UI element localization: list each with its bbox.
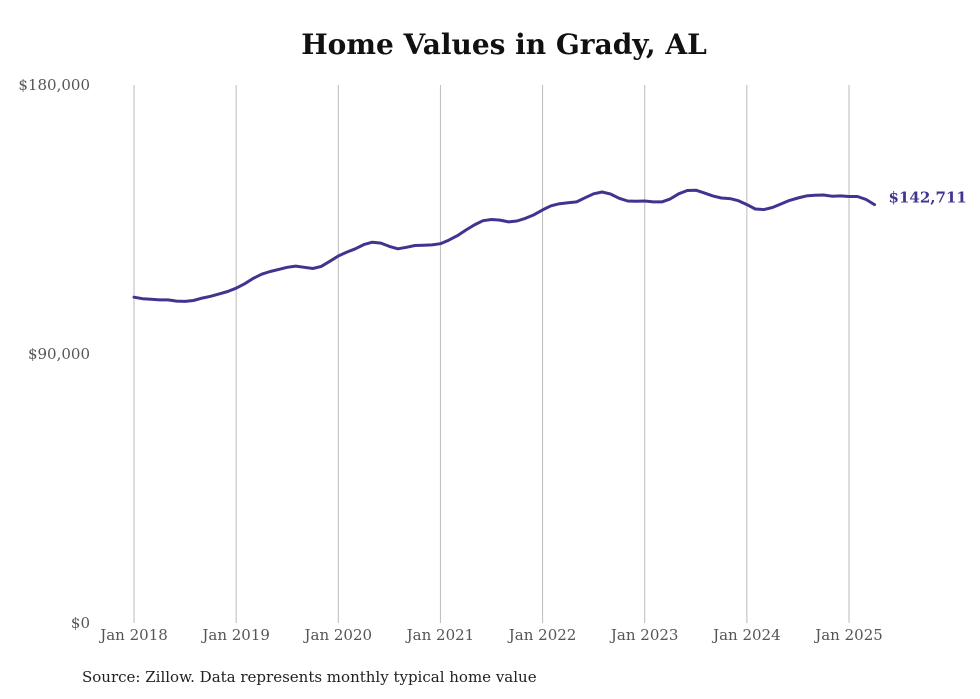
y-tick-label: $180,000: [18, 76, 90, 94]
x-tick-label: Jan 2024: [711, 626, 781, 644]
y-tick-label: $0: [71, 614, 90, 632]
chart-title: Home Values in Grady, AL: [301, 28, 707, 61]
x-tick-label: Jan 2025: [813, 626, 883, 644]
x-axis-ticks: Jan 2018 Jan 2019 Jan 2020 Jan 2021 Jan 2022…: [98, 626, 883, 644]
x-tick-label: Jan 2022: [507, 626, 577, 644]
source-note: Source: Zillow. Data represents monthly …: [82, 668, 537, 686]
series-group: [132, 188, 876, 303]
y-axis-ticks: $0 $90,000 $180,000: [18, 76, 90, 632]
y-tick-label: $90,000: [28, 345, 90, 363]
x-tick-label: Jan 2019: [200, 626, 270, 644]
gridlines: [133, 85, 850, 623]
x-tick-label: Jan 2018: [98, 626, 168, 644]
x-tick-label: Jan 2023: [609, 626, 679, 644]
x-tick-label: Jan 2021: [405, 626, 475, 644]
x-tick-label: Jan 2020: [303, 626, 373, 644]
series-line: [132, 188, 876, 303]
end-value-label: $142,711: [889, 189, 967, 207]
